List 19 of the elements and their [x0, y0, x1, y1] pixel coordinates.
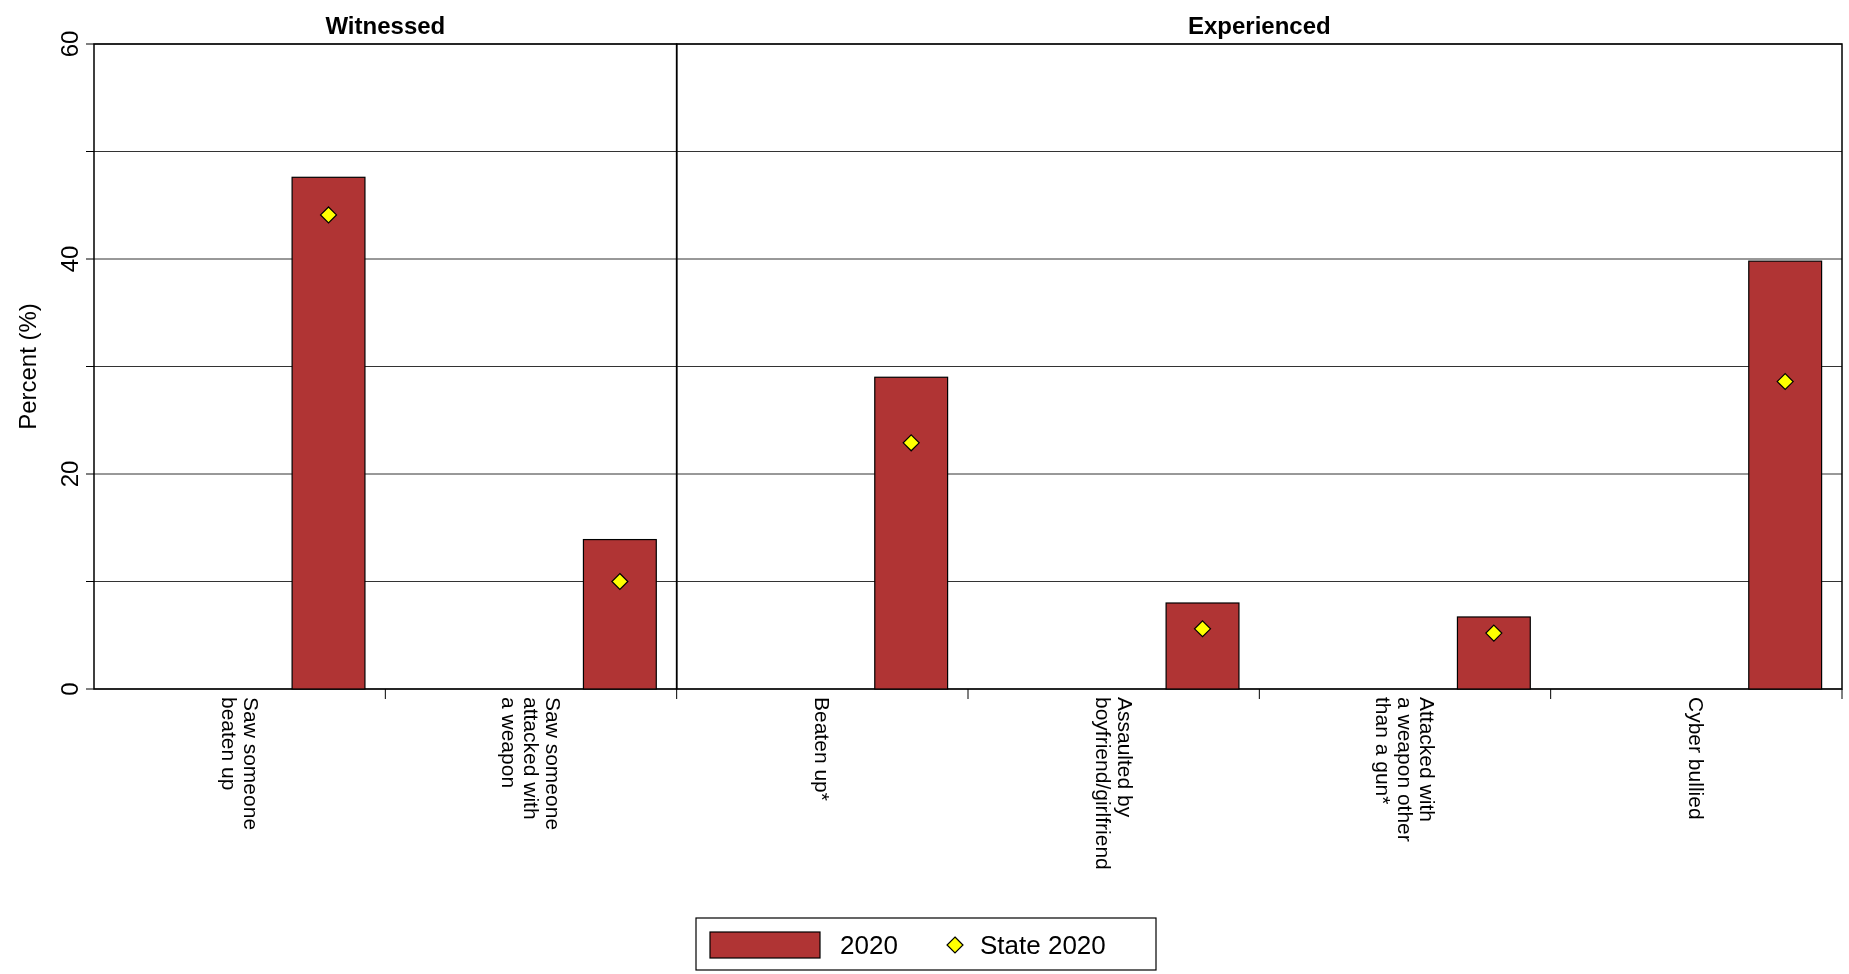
point — [1776, 372, 1794, 391]
y-tick-label: 40 — [56, 245, 83, 273]
chart-title: Experienced — [1187, 12, 1331, 39]
y-axis-title: Percent (%) — [14, 303, 41, 430]
y-tick-label: 60 — [56, 30, 83, 58]
point — [1193, 620, 1212, 638]
x-tick-label: Attacked with a weapon other than a gun* — [1372, 697, 1439, 842]
chart-title: Witnessed — [325, 12, 446, 39]
x-tick-label: Beaten up* — [811, 697, 835, 801]
y-tick-label: 20 — [56, 460, 83, 488]
x-tick-label: Cyber bullied — [1685, 697, 1709, 820]
point — [902, 434, 920, 452]
point — [1485, 624, 1503, 642]
x-tick-label: Saw someone beaten up — [217, 697, 263, 831]
legend-label: State 2020 — [980, 930, 1106, 960]
legend-label: 2020 — [840, 930, 898, 960]
y-tick-label: 0 — [56, 682, 83, 696]
x-tick-label: Saw someone attacked with a weapon — [498, 697, 565, 831]
x-tick-label: Assaulted by boyfriend/girlfriend — [1091, 697, 1137, 870]
